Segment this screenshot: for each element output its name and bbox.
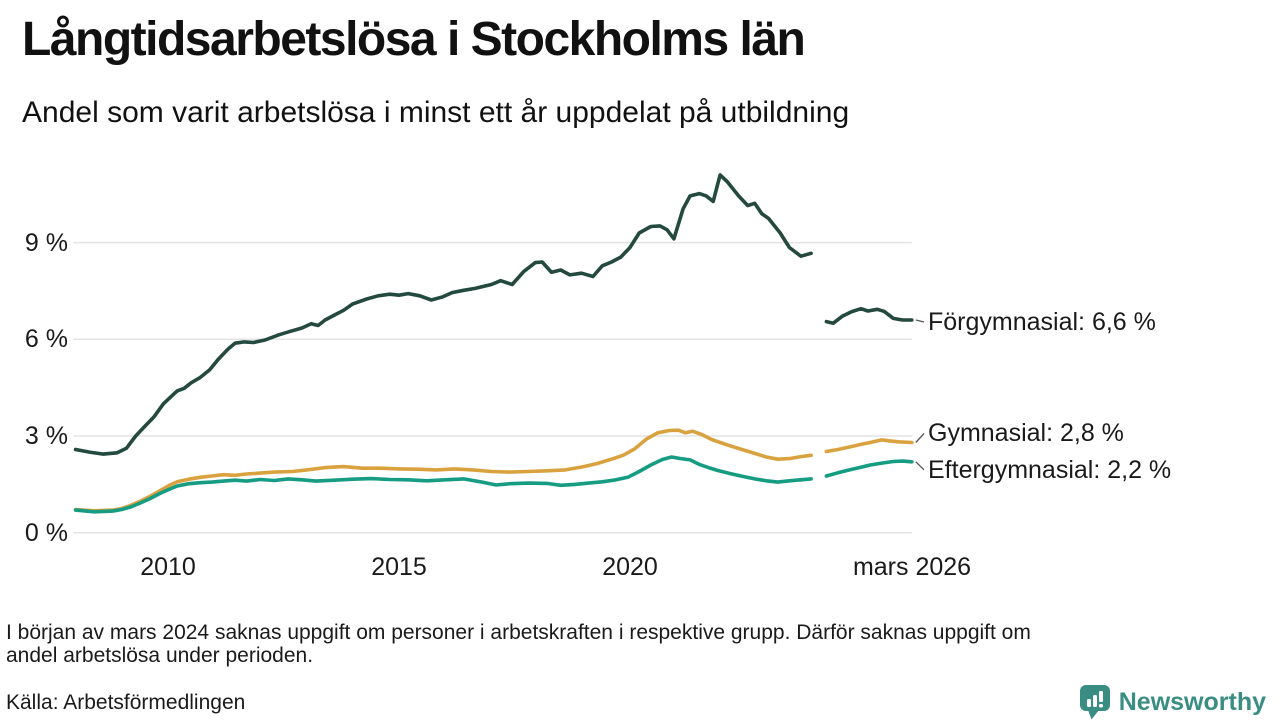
x-axis-tick-2010: 2010: [140, 553, 196, 581]
y-axis-tick-9: 9 %: [24, 229, 68, 257]
footnote-line-2: andel arbetslösa under perioden.: [6, 644, 314, 667]
x-axis-tick-2020: 2020: [602, 553, 658, 581]
y-axis-tick-6: 6 %: [24, 325, 68, 353]
page-title: Långtidsarbetslösa i Stockholms län: [22, 13, 806, 66]
x-axis-tick-mars-2026: mars 2026: [852, 553, 972, 581]
page-subtitle: Andel som varit arbetslösa i minst ett å…: [22, 96, 850, 129]
newsworthy-logo-text: Newsworthy: [1118, 687, 1266, 716]
series-end-label-forgymnasial: Förgymnasial: 6,6 %: [928, 308, 1156, 336]
y-axis-tick-3: 3 %: [24, 422, 68, 450]
x-axis-tick-2015: 2015: [371, 553, 427, 581]
footnote: I början av mars 2024 saknas uppgift om …: [6, 621, 1268, 667]
source-text: Källa: Arbetsförmedlingen: [6, 691, 246, 714]
series-end-label-gymnasial: Gymnasial: 2,8 %: [928, 419, 1124, 447]
y-axis-tick-0: 0 %: [24, 519, 68, 547]
series-end-label-eftergymnasial: Eftergymnasial: 2,2 %: [928, 456, 1172, 484]
footnote-line-1: I början av mars 2024 saknas uppgift om …: [6, 621, 1031, 644]
newsworthy-logo: Newsworthy: [1079, 684, 1266, 720]
newsworthy-logo-icon: [1079, 685, 1110, 720]
